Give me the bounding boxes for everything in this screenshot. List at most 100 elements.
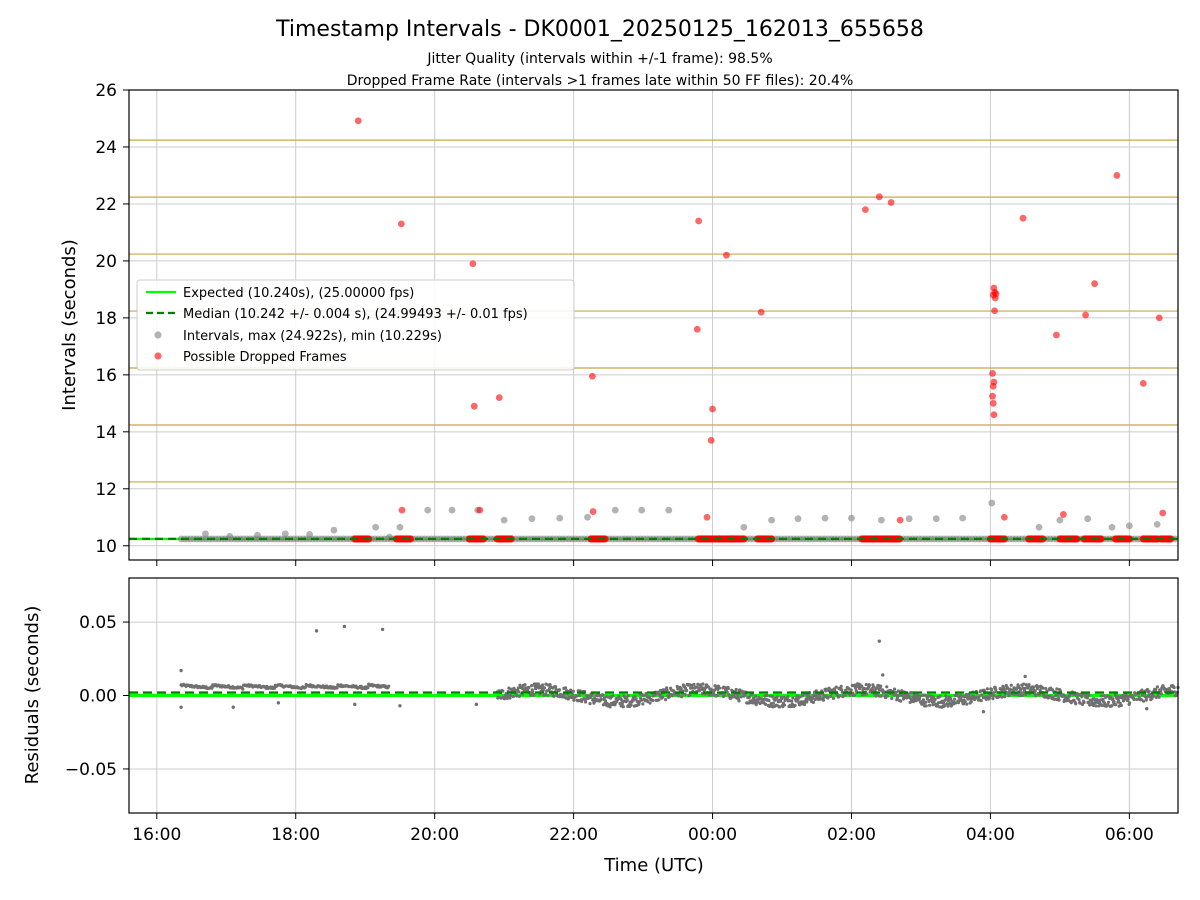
residual-point bbox=[860, 684, 864, 688]
dropped-frame-point bbox=[695, 217, 703, 225]
residual-point bbox=[829, 694, 833, 699]
dropped-frame-point bbox=[707, 436, 715, 444]
residual-point bbox=[931, 703, 935, 707]
interval-point bbox=[202, 530, 209, 538]
legend-dropped-swatch bbox=[154, 352, 162, 360]
interval-point bbox=[821, 514, 829, 522]
residual-point bbox=[1147, 689, 1151, 693]
residual-point bbox=[1008, 687, 1012, 691]
residual-point bbox=[722, 693, 727, 697]
residual-point bbox=[1100, 703, 1105, 708]
residual-point bbox=[542, 686, 547, 690]
residual-point bbox=[1087, 693, 1091, 697]
dropped-frame-point bbox=[1159, 509, 1167, 517]
top-y-tick-label: 14 bbox=[95, 423, 117, 443]
residual-point bbox=[179, 705, 183, 709]
x-tick-label: 16:00 bbox=[132, 825, 181, 845]
residual-point bbox=[963, 699, 967, 704]
residual-point bbox=[1027, 682, 1031, 687]
residual-point bbox=[1057, 698, 1061, 702]
residual-point bbox=[1126, 697, 1130, 701]
residual-point bbox=[557, 688, 562, 692]
residual-point bbox=[531, 690, 535, 694]
residual-point bbox=[1128, 701, 1132, 705]
bottom-y-tick-label: 0.05 bbox=[79, 613, 117, 633]
top-y-tick-label: 24 bbox=[95, 138, 117, 158]
dropped-frame-point bbox=[1000, 513, 1008, 521]
residual-point bbox=[960, 694, 964, 698]
residual-point bbox=[977, 695, 981, 699]
x-axis-label: Time (UTC) bbox=[603, 855, 704, 876]
residual-point bbox=[981, 709, 986, 714]
residual-point bbox=[933, 697, 937, 701]
dropped-frame-point bbox=[703, 513, 711, 521]
dropped-frame-point bbox=[589, 508, 597, 515]
residual-point bbox=[552, 694, 556, 698]
bottom-y-axis-label: Residuals (seconds) bbox=[22, 606, 43, 785]
residual-point bbox=[1119, 703, 1123, 708]
residual-point bbox=[1091, 703, 1096, 708]
residual-point bbox=[839, 684, 843, 688]
interval-point bbox=[1084, 515, 1092, 523]
residual-point bbox=[1082, 700, 1086, 705]
dropped-frame-point bbox=[1082, 311, 1090, 319]
residual-point bbox=[737, 699, 741, 703]
residual-point bbox=[553, 685, 558, 689]
dropped-frame-point bbox=[861, 206, 869, 214]
residual-point bbox=[1041, 686, 1045, 690]
residual-point bbox=[806, 695, 810, 699]
residual-point bbox=[734, 687, 738, 692]
residual-point bbox=[777, 705, 782, 709]
residual-point bbox=[954, 701, 958, 705]
residual-point bbox=[675, 684, 679, 689]
residual-point bbox=[870, 687, 874, 691]
dropped-frame-point bbox=[1113, 172, 1121, 179]
residual-point bbox=[921, 693, 925, 697]
residual-point bbox=[1094, 704, 1098, 708]
residual-point bbox=[527, 685, 531, 690]
residual-point bbox=[877, 639, 881, 643]
interval-point bbox=[254, 531, 261, 539]
residual-point bbox=[834, 685, 838, 689]
top-y-tick-label: 26 bbox=[95, 81, 117, 101]
residual-point bbox=[791, 696, 795, 700]
residual-point bbox=[921, 698, 926, 702]
residual-point bbox=[747, 695, 752, 699]
residual-point bbox=[879, 684, 883, 688]
residual-point bbox=[517, 694, 522, 698]
residual-point bbox=[992, 694, 996, 698]
dropped-frame-point bbox=[1091, 280, 1099, 288]
dropped-frame-point bbox=[1139, 379, 1147, 387]
residual-point bbox=[1099, 694, 1103, 698]
residual-point bbox=[736, 693, 740, 697]
residual-point bbox=[532, 692, 536, 696]
residual-point bbox=[927, 703, 932, 707]
x-tick-label: 22:00 bbox=[549, 825, 598, 845]
residual-point bbox=[912, 693, 917, 697]
interval-point bbox=[740, 523, 748, 531]
residual-point bbox=[938, 694, 942, 698]
dropped-frame-point bbox=[896, 516, 904, 524]
interval-point bbox=[281, 530, 289, 538]
x-tick-label: 20:00 bbox=[410, 825, 459, 845]
residual-point bbox=[1135, 697, 1139, 702]
interval-point bbox=[1108, 523, 1116, 531]
residual-point bbox=[1159, 691, 1163, 696]
residual-point bbox=[474, 702, 479, 707]
interval-point bbox=[226, 532, 234, 540]
dropped-frame-point bbox=[989, 392, 996, 400]
residual-point bbox=[767, 698, 771, 703]
residual-point bbox=[366, 685, 370, 690]
residual-point bbox=[241, 687, 245, 691]
residual-point bbox=[826, 696, 830, 700]
dropped-frame-point bbox=[1155, 314, 1163, 322]
dropped-frame-point bbox=[693, 325, 701, 333]
residual-point bbox=[679, 686, 683, 691]
top-plot-frame bbox=[128, 89, 1179, 561]
residual-point bbox=[387, 684, 391, 688]
residual-point bbox=[1172, 685, 1176, 690]
residual-point bbox=[1056, 692, 1060, 697]
interval-point bbox=[556, 514, 564, 522]
interval-point bbox=[877, 516, 885, 524]
residual-point bbox=[739, 695, 743, 699]
